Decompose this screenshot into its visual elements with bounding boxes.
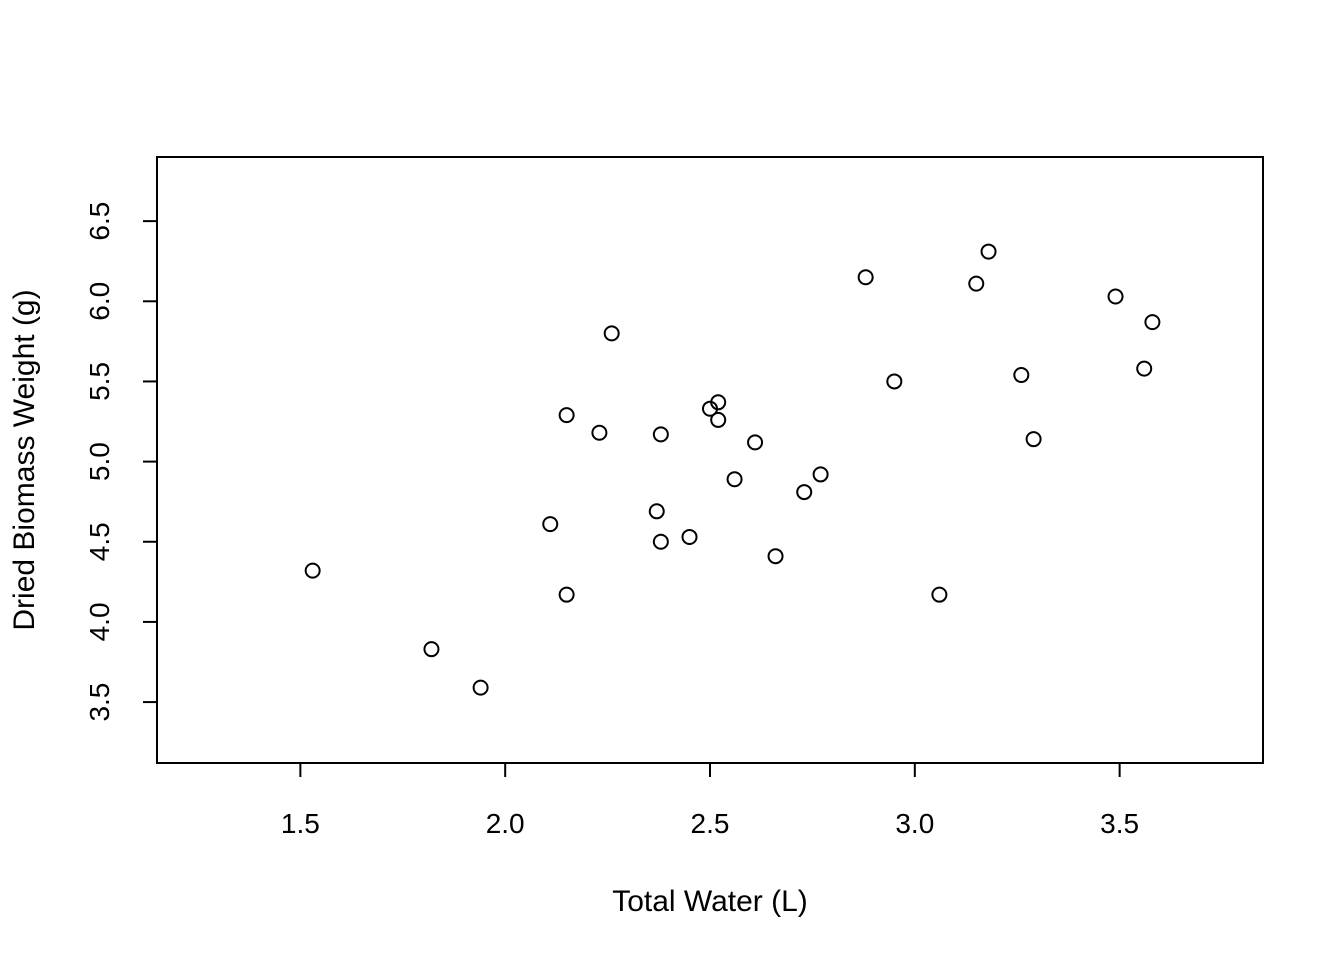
y-tick-label: 4.0 <box>84 602 115 641</box>
data-point <box>1136 360 1153 377</box>
data-point <box>681 528 698 545</box>
data-point <box>472 679 489 696</box>
data-point <box>767 548 784 565</box>
x-tick-label: 2.5 <box>691 808 730 839</box>
data-point <box>931 586 948 603</box>
y-tick-label: 5.5 <box>84 362 115 401</box>
data-point <box>542 516 559 533</box>
x-tick-label: 3.0 <box>895 808 934 839</box>
data-point <box>710 394 727 411</box>
x-tick-label: 3.5 <box>1100 808 1139 839</box>
data-point <box>603 325 620 342</box>
data-point <box>1013 367 1030 384</box>
plot-frame <box>156 156 1264 764</box>
data-point <box>747 434 764 451</box>
y-tick-label: 5.0 <box>84 442 115 481</box>
x-axis: 1.5 2.0 2.5 3.0 3.5 <box>281 762 1139 839</box>
data-point <box>652 426 669 443</box>
y-axis-label: Dried Biomass Weight (g) <box>8 289 41 630</box>
data-point <box>1107 288 1124 305</box>
data-point <box>968 275 985 292</box>
y-tick-label: 3.5 <box>84 683 115 722</box>
data-point <box>812 466 829 483</box>
x-tick-label: 1.5 <box>281 808 320 839</box>
data-point <box>710 411 727 428</box>
y-tick-label: 6.0 <box>84 282 115 321</box>
data-point <box>304 562 321 579</box>
data-point <box>558 407 575 424</box>
data-point <box>591 424 608 441</box>
data-point <box>1025 431 1042 448</box>
data-point <box>726 471 743 488</box>
x-axis-label: Total Water (L) <box>612 885 808 918</box>
y-tick-label: 6.5 <box>84 202 115 241</box>
data-point <box>886 373 903 390</box>
y-tick-label: 4.5 <box>84 522 115 561</box>
data-point <box>857 269 874 286</box>
data-point <box>648 503 665 520</box>
data-point <box>558 586 575 603</box>
data-point <box>796 484 813 501</box>
data-point <box>652 533 669 550</box>
data-point <box>1144 314 1161 331</box>
data-points <box>304 243 1161 696</box>
y-axis: 3.5 4.0 4.5 5.0 5.5 6.0 6.5 <box>84 202 158 722</box>
data-point <box>980 243 997 260</box>
x-tick-label: 2.0 <box>486 808 525 839</box>
data-point <box>423 641 440 658</box>
